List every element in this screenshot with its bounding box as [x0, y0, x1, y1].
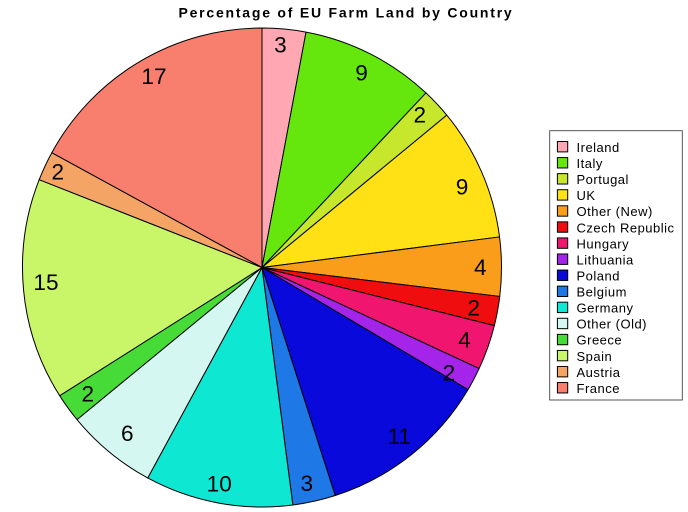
svg-text:9: 9: [456, 175, 469, 200]
svg-text:Czech Republic: Czech Republic: [577, 220, 675, 235]
svg-text:Other (Old): Other (Old): [577, 317, 648, 332]
svg-text:France: France: [577, 381, 620, 396]
svg-text:Percentage of EU Farm Land by: Percentage of EU Farm Land by Country: [178, 4, 513, 20]
svg-text:Other (New): Other (New): [577, 204, 653, 219]
svg-text:Portugal: Portugal: [577, 172, 629, 187]
svg-text:Hungary: Hungary: [577, 236, 630, 251]
svg-text:UK: UK: [577, 188, 596, 203]
svg-text:Germany: Germany: [577, 301, 634, 316]
svg-text:Italy: Italy: [577, 156, 603, 171]
svg-text:9: 9: [355, 60, 368, 85]
svg-text:11: 11: [387, 424, 410, 449]
svg-text:6: 6: [121, 421, 134, 446]
svg-text:17: 17: [141, 64, 166, 89]
svg-text:3: 3: [301, 471, 314, 496]
svg-text:2: 2: [52, 159, 65, 184]
svg-text:15: 15: [33, 270, 58, 295]
svg-text:3: 3: [274, 33, 287, 58]
svg-text:2: 2: [443, 360, 456, 385]
svg-text:Spain: Spain: [577, 349, 613, 364]
svg-text:Belgium: Belgium: [577, 285, 627, 300]
svg-text:4: 4: [458, 328, 471, 353]
svg-text:Ireland: Ireland: [577, 140, 620, 155]
svg-text:Lithuania: Lithuania: [577, 252, 635, 267]
svg-text:2: 2: [414, 102, 427, 127]
svg-text:2: 2: [468, 295, 481, 320]
svg-text:10: 10: [207, 471, 232, 496]
svg-text:2: 2: [82, 382, 95, 407]
svg-text:Poland: Poland: [577, 268, 620, 283]
svg-text:Greece: Greece: [577, 333, 623, 348]
svg-text:4: 4: [474, 255, 487, 280]
svg-text:Austria: Austria: [577, 365, 621, 380]
